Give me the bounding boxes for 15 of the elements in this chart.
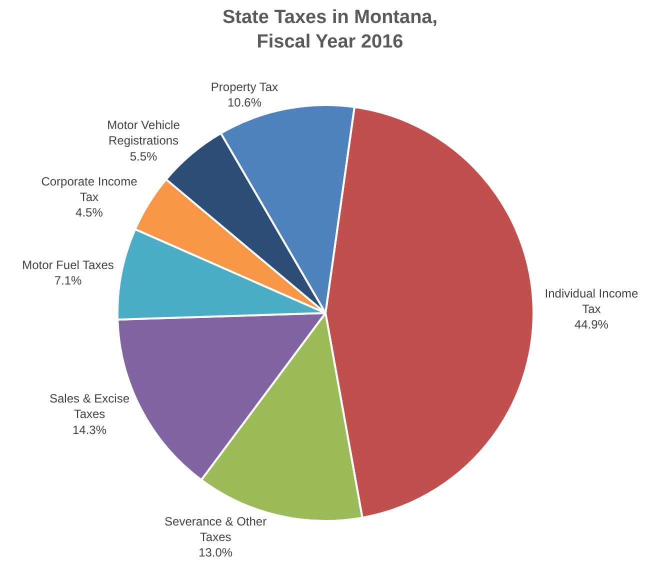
data-label: 7.1%	[54, 274, 82, 288]
chart-title: State Taxes in Montana, Fiscal Year 2016	[222, 6, 438, 53]
slice-label: Individual Income Tax	[544, 286, 638, 316]
slice-label: Motor Vehicle Registrations	[107, 118, 180, 148]
data-label: 10.6%	[227, 95, 262, 110]
data-label: 5.5%	[130, 149, 158, 164]
slice-label: Sales & Excise Taxes	[49, 392, 130, 422]
data-label: 4.5%	[76, 205, 104, 220]
slice-label: Severance & Other Taxes	[164, 514, 267, 544]
slice-label: Corporate Income Tax	[41, 174, 138, 204]
data-label: 13.0%	[198, 546, 233, 560]
slice-label: Motor Fuel Taxes	[22, 258, 114, 272]
slice-label: Property Tax	[210, 80, 278, 94]
data-label: 14.3%	[72, 422, 107, 437]
data-label: 44.9%	[574, 318, 609, 332]
